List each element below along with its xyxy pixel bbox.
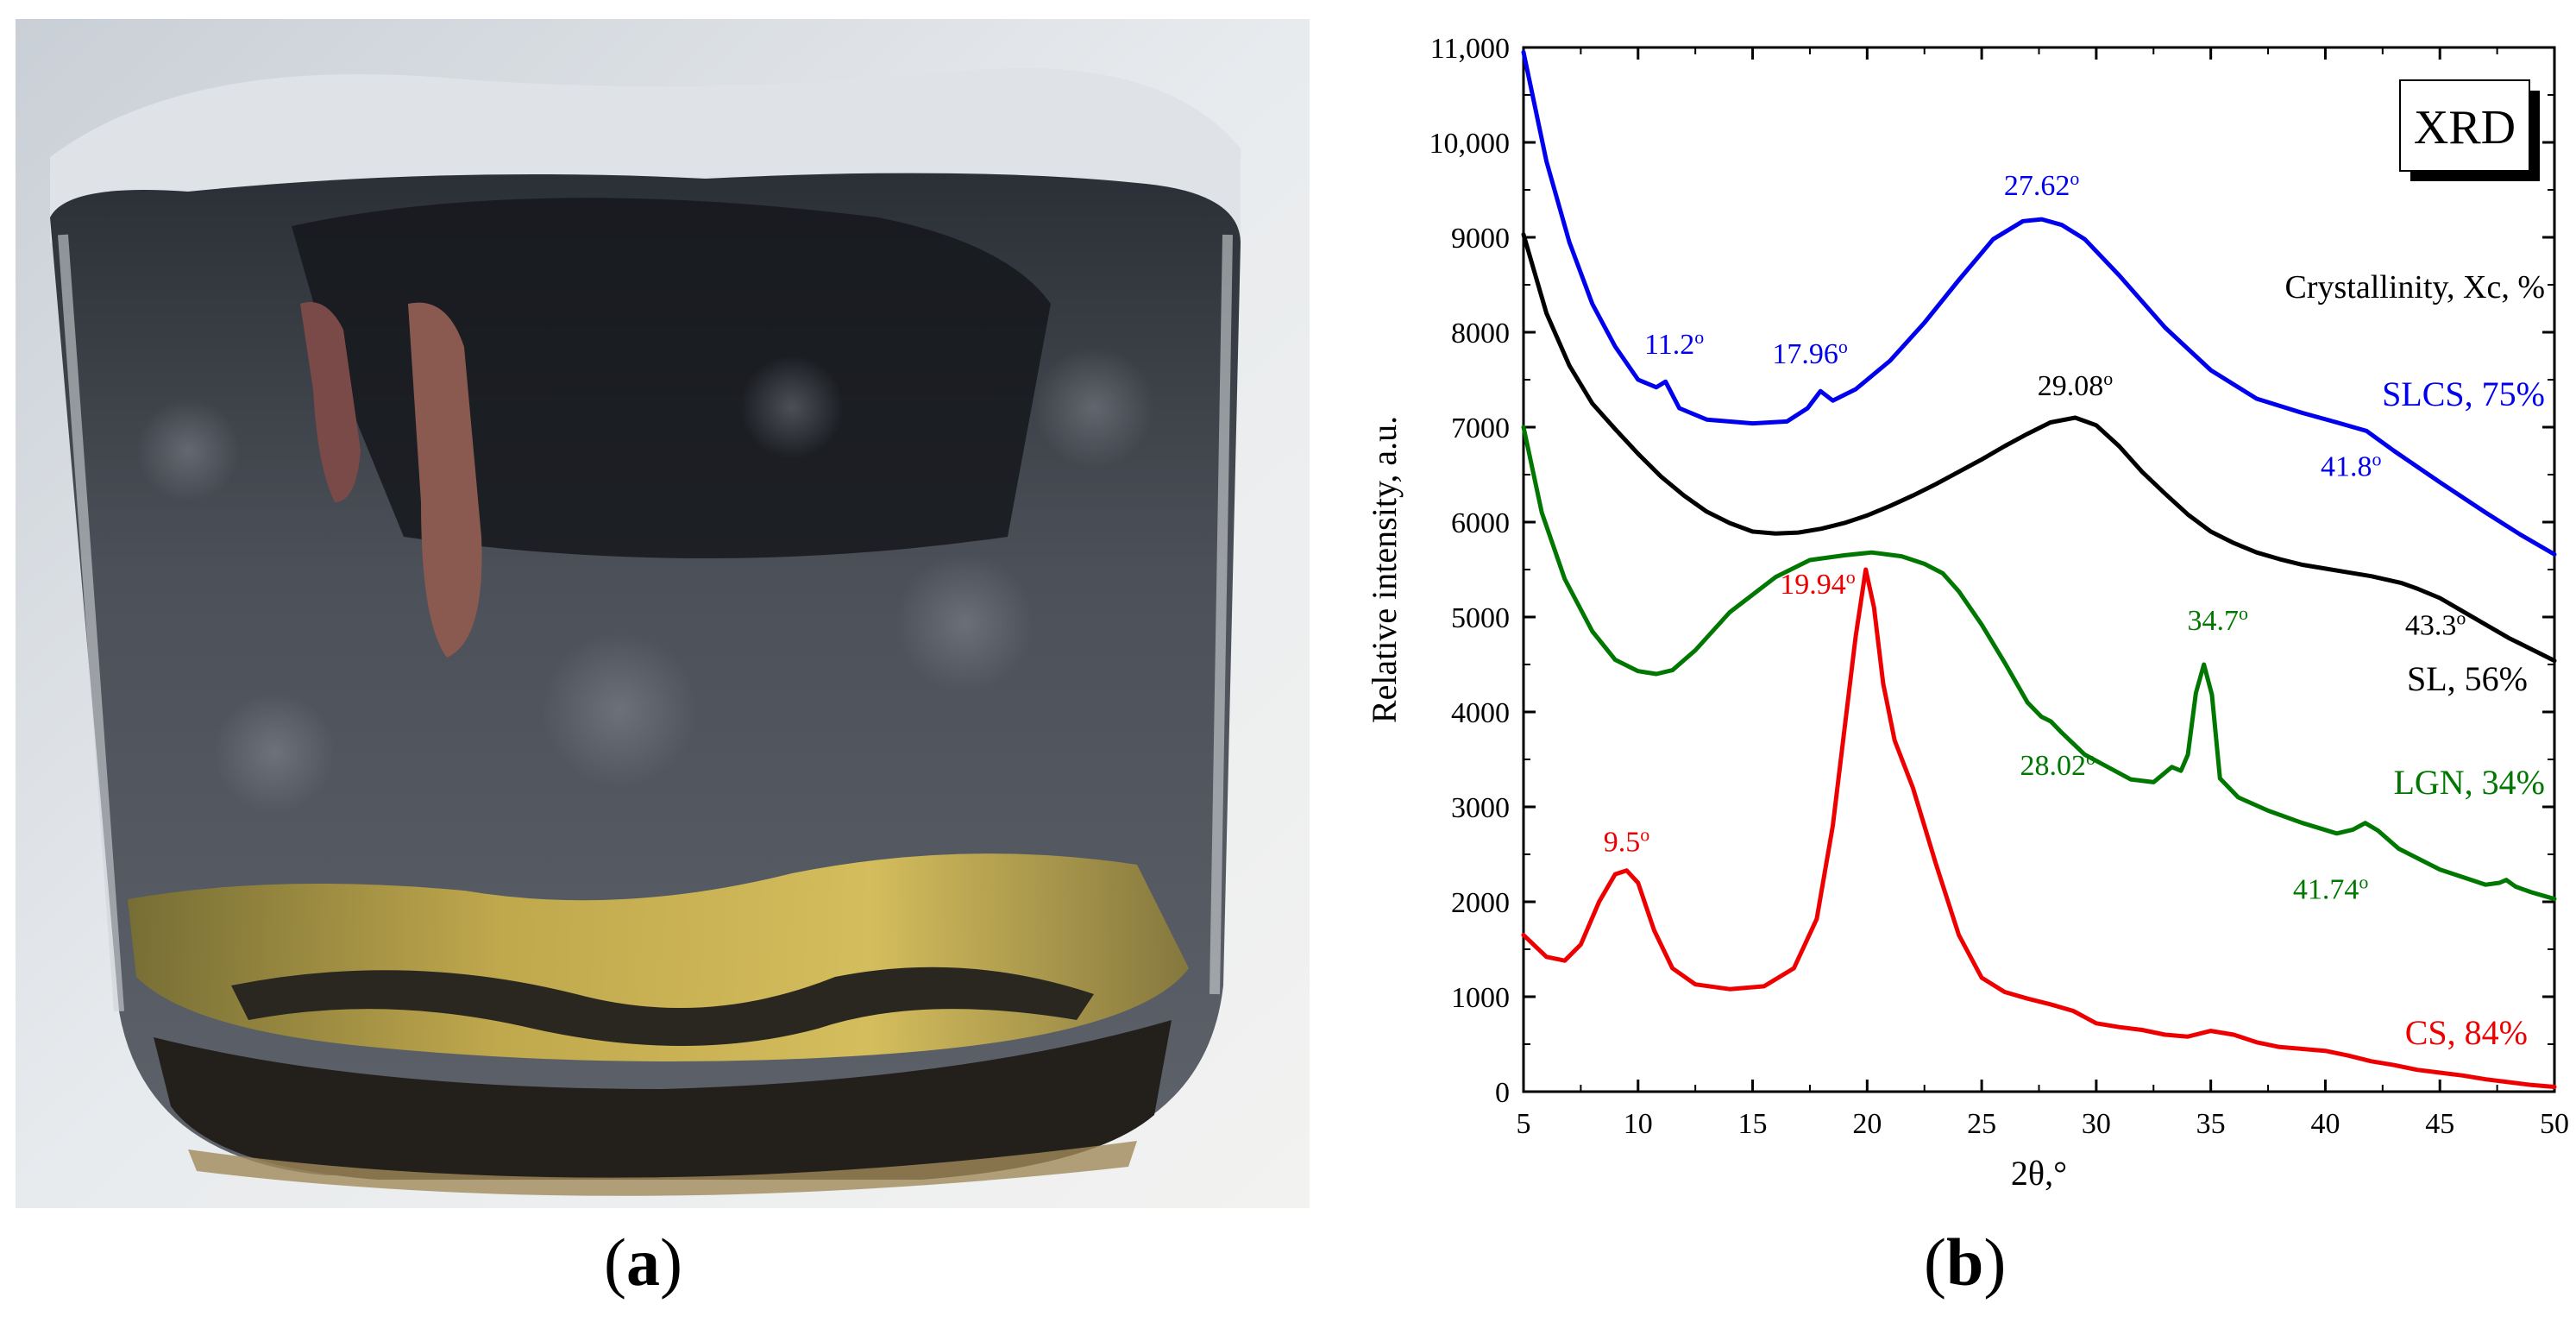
y-tick-label: 8000 bbox=[1451, 318, 1510, 349]
y-tick-label: 9000 bbox=[1451, 223, 1510, 255]
plot-frame bbox=[1522, 46, 2556, 1093]
xrd-chart: 0 1000 2000 3000 4000 5000 6000 7000 8000 9000 10,… bbox=[1365, 33, 2569, 1193]
y-tick-label: 10,000 bbox=[1429, 128, 1511, 160]
xrd-badge-box bbox=[2399, 79, 2530, 172]
x-tick-label: 40 bbox=[2310, 1108, 2340, 1140]
peak-label: 17.96o bbox=[1772, 336, 1848, 371]
x-tick-label: 30 bbox=[2082, 1108, 2111, 1140]
xrd-chart-panel: 0 1000 2000 3000 4000 5000 6000 7000 8000 9000 10,… bbox=[1320, 0, 2576, 1331]
series-label: SLCS, 75% bbox=[2382, 375, 2545, 413]
y-axis: 0 1000 2000 3000 4000 5000 6000 7000 8000 9000 10,… bbox=[1429, 33, 2554, 1109]
series-label: CS, 84% bbox=[2405, 1013, 2528, 1052]
plot-border bbox=[1522, 46, 2556, 1093]
series-group bbox=[1521, 50, 2557, 1089]
peak-label: 9.5o bbox=[1604, 823, 1650, 859]
x-tick-label: 5 bbox=[1517, 1108, 1531, 1140]
x-axis: 5 10 15 20 25 30 35 40 45 50 bbox=[1517, 47, 2569, 1140]
y-tick-label: 2000 bbox=[1451, 887, 1510, 919]
y-tick-label: 3000 bbox=[1451, 792, 1510, 824]
y-tick-label: 11,000 bbox=[1430, 33, 1510, 65]
y-tick-label: 1000 bbox=[1451, 982, 1510, 1014]
x-tick-label: 10 bbox=[1624, 1108, 1653, 1140]
red-streak-main bbox=[408, 302, 482, 658]
x-tick-label: 25 bbox=[1967, 1108, 1996, 1140]
peak-label: 29.08o bbox=[2038, 368, 2114, 403]
y-tick-label: 4000 bbox=[1451, 697, 1510, 729]
series-label: LGN, 34% bbox=[2393, 763, 2545, 802]
peak-label: 41.8o bbox=[2321, 448, 2382, 483]
chart-labels: XRD Crystallinity, Xc, % SLCS, 75% SL, 56% L… bbox=[1365, 79, 2546, 1193]
panel-label-b: (b) bbox=[1924, 1225, 2007, 1300]
series-line-cs bbox=[1521, 567, 2557, 1089]
peak-label: 28.02o bbox=[2020, 747, 2096, 783]
panel-label-a: (a) bbox=[604, 1225, 682, 1300]
series-line-sl bbox=[1521, 232, 2557, 664]
glass-edge-right bbox=[1209, 234, 1233, 995]
x-tick-label: 45 bbox=[2425, 1108, 2454, 1140]
beaker-photo bbox=[16, 19, 1310, 1208]
beaker-base-rim bbox=[188, 1141, 1137, 1196]
annotations-group: 27.62o 11.2o 17.96o 41.8o 29.08o 43.3o 28.02o 3… bbox=[1604, 167, 2466, 906]
red-streak-left bbox=[300, 302, 361, 502]
y-tick-label: 5000 bbox=[1451, 602, 1510, 634]
y-tick-label: 7000 bbox=[1451, 412, 1510, 444]
peak-label: 41.74o bbox=[2293, 871, 2369, 906]
x-tick-label: 35 bbox=[2196, 1108, 2226, 1140]
xrd-badge-text: XRD bbox=[2414, 101, 2516, 154]
y-tick-label: 6000 bbox=[1451, 507, 1510, 539]
glass-edge-left bbox=[58, 234, 124, 1012]
x-tick-label: 20 bbox=[1852, 1108, 1882, 1140]
peak-label: 11.2o bbox=[1644, 326, 1704, 362]
y-axis-label: Relative intensity, a.u. bbox=[1365, 416, 1404, 723]
peak-label: 34.7o bbox=[2187, 602, 2248, 638]
bottom-sediment bbox=[154, 1020, 1172, 1180]
speckle-texture bbox=[136, 347, 1154, 813]
x-tick-label: 50 bbox=[2540, 1108, 2569, 1140]
peak-label: 43.3o bbox=[2405, 607, 2466, 642]
x-axis-label: 2θ,° bbox=[2011, 1154, 2067, 1193]
dark-top-mass bbox=[292, 198, 1051, 558]
beaker-illustration bbox=[16, 19, 1310, 1208]
x-tick-label: 15 bbox=[1738, 1108, 1768, 1140]
y-tick-label: 0 bbox=[1495, 1077, 1510, 1109]
series-label: SL, 56% bbox=[2407, 659, 2528, 698]
series-line-slcs bbox=[1521, 50, 2557, 557]
series-line-lgn bbox=[1521, 425, 2557, 902]
peak-label: 27.62o bbox=[2004, 167, 2080, 203]
peak-label: 19.94o bbox=[1780, 566, 1856, 601]
debris-streak bbox=[231, 967, 1094, 1046]
legend-title: Crystallinity, Xc, % bbox=[2285, 269, 2546, 305]
